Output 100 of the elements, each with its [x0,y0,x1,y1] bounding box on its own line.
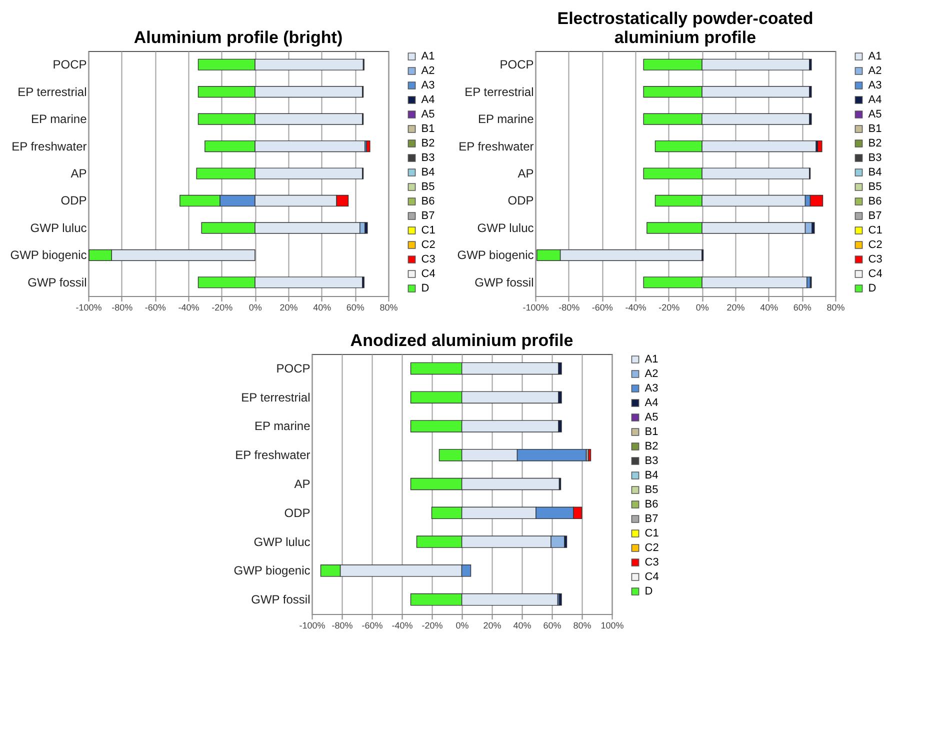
legend-label: B3 [644,455,658,467]
legend-label: C2 [644,542,659,554]
legend-label: A2 [868,65,882,77]
legend-label: B5 [421,181,435,193]
legend-label: A1 [421,50,435,62]
x-tick-label: -80% [558,302,580,312]
legend-label: B1 [868,123,882,135]
x-tick-label: 80% [380,302,398,312]
x-tick-label: 80% [826,302,845,312]
legend-label: A4 [868,94,882,106]
legend-label: B1 [644,426,658,438]
legend-label: B4 [868,166,882,178]
legend-label: D [644,586,653,598]
legend-label: B1 [421,123,435,135]
y-tick-label: EP marine [478,112,534,126]
y-tick-label: GWP fossil [251,592,310,607]
x-tick-label: -80% [332,620,353,630]
x-tick-label: -20% [422,620,443,630]
legend-label: B6 [868,196,882,208]
legend-label: A3 [644,382,658,394]
x-tick-label: 20% [726,302,745,312]
legend-label: A5 [421,108,435,120]
y-tick-label: AP [518,166,534,180]
y-tick-label: AP [70,166,87,180]
y-tick-label: ODP [508,194,534,208]
x-tick-label: -100% [76,302,102,312]
legend-label: C1 [421,224,436,236]
y-tick-label: GWP fossil [28,275,87,290]
x-tick-label: 80% [573,620,592,630]
y-tick-label: EP terrestrial [241,390,310,404]
legend-label: B7 [868,210,882,222]
x-tick-label: 20% [483,620,502,630]
legend-label: B6 [644,498,658,510]
legend-label: D [421,282,430,294]
legend-label: C3 [868,254,882,266]
x-tick-label: 60% [346,302,364,312]
y-tick-label: EP freshwater [12,139,87,154]
x-tick-label: 0% [248,302,262,312]
legend-label: B2 [644,440,658,452]
legend-label: A4 [421,94,435,106]
legend-label: A5 [644,412,658,424]
x-tick-label: -40% [625,302,646,312]
x-tick-label: 40% [313,302,332,312]
y-tick-label: GWP luluc [477,220,534,235]
x-tick-label: -20% [212,302,233,312]
legend-label: B6 [421,196,435,208]
legend-label: B3 [421,152,435,164]
y-tick-label: GWP luluc [30,220,87,235]
chart-title: Aluminium profile (bright) [134,28,343,47]
legend-label: C1 [644,528,659,540]
x-tick-label: -60% [592,302,613,312]
x-tick-label: 0% [696,302,709,312]
legend-label: C4 [868,268,882,280]
x-tick-label: 40% [513,620,532,630]
legend-label: C2 [868,239,882,251]
legend-label: C1 [868,224,882,236]
legend-label: B2 [868,138,882,150]
y-tick-label: GWP biogenic [234,564,310,578]
legend-label: A2 [644,368,658,380]
x-tick-label: 40% [760,302,778,312]
legend-label: B4 [421,166,435,178]
chart-title: Anodized aluminium profile [350,331,574,350]
y-tick-label: AP [294,477,310,491]
legend-label: D [868,282,876,294]
legend-label: A3 [421,80,435,92]
legend-label: A5 [868,108,882,120]
legend-label: C2 [421,239,436,251]
x-tick-label: -60% [144,302,166,312]
x-tick-label: -40% [392,620,413,630]
x-tick-label: 20% [280,302,298,312]
legend-label: A2 [421,65,435,77]
legend-label: C3 [421,254,436,266]
bar [588,448,592,462]
legend-label: A1 [644,354,658,366]
legend-label: C4 [421,268,436,280]
y-tick-label: ODP [284,506,310,520]
x-tick-label: -80% [112,302,133,312]
y-tick-label: EP freshwater [458,139,534,154]
y-tick-label: EP marine [254,419,311,434]
y-tick-label: EP marine [30,112,88,126]
y-tick-label: POCP [52,58,87,72]
y-tick-label: GWP biogenic [457,248,534,262]
legend-label: B5 [644,484,658,496]
legend-label: B4 [644,470,658,482]
legend-label: B5 [868,181,882,193]
legend-label: B2 [421,138,435,150]
y-tick-label: EP terrestrial [464,84,534,99]
y-tick-label: GWP luluc [254,534,310,549]
x-tick-label: -40% [178,302,200,312]
x-tick-label: 100% [600,620,624,630]
legend-label: A3 [868,80,882,92]
x-tick-label: -20% [658,302,680,312]
x-tick-label: -100% [299,620,326,630]
chart-title: Electrostatically powder-coated aluminium profile [557,9,814,47]
y-tick-label: GWP fossil [474,275,534,290]
y-tick-label: POCP [500,58,534,72]
x-tick-label: 0% [456,620,469,630]
legend-label: C4 [644,571,659,583]
legend-label: B7 [421,210,435,222]
y-tick-label: EP terrestrial [18,84,87,99]
